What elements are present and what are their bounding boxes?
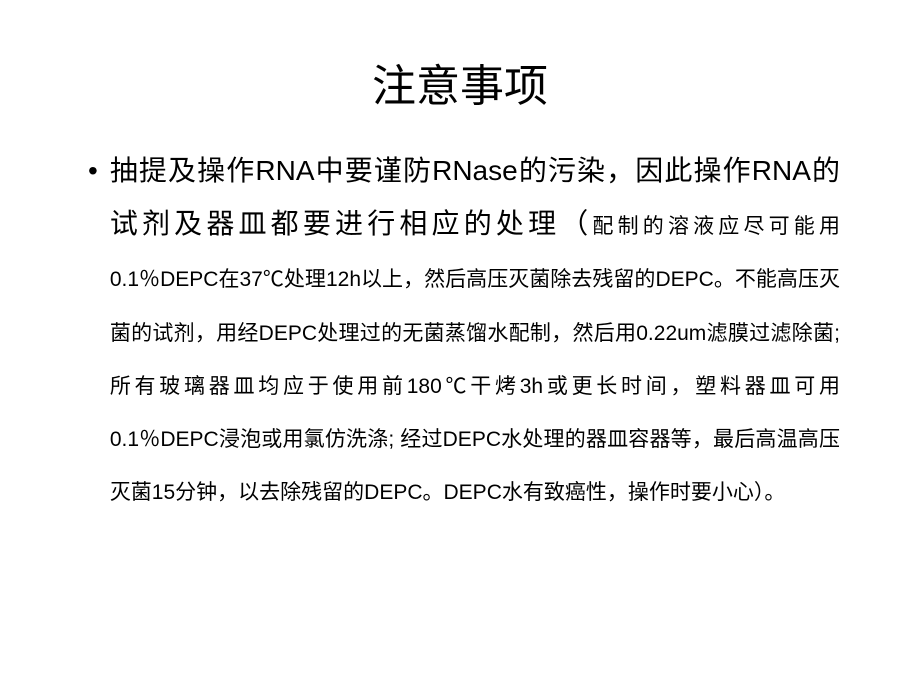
- content-text: 抽提及操作RNA中要谨防RNase的污染，因此操作RNA的试剂及器皿都要进行相应…: [110, 144, 840, 516]
- bullet-item: • 抽提及操作RNA中要谨防RNase的污染，因此操作RNA的试剂及器皿都要进行…: [80, 144, 840, 516]
- slide-container: 注意事项 • 抽提及操作RNA中要谨防RNase的污染，因此操作RNA的试剂及器…: [0, 0, 920, 690]
- detail-text: 配制的溶液应尽可能用0.1％DEPC在37℃处理12h以上，然后高压灭菌除去残留…: [110, 215, 840, 504]
- bullet-marker: •: [88, 144, 98, 197]
- slide-title: 注意事项: [80, 50, 840, 114]
